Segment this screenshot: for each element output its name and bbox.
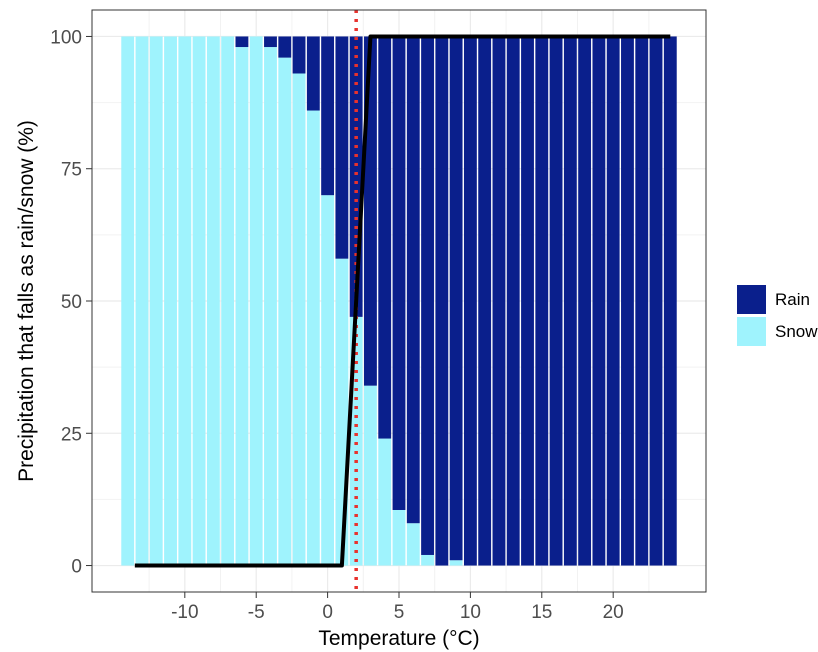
y-tick-label: 50	[61, 292, 82, 313]
bar-rain	[449, 36, 463, 561]
bars	[121, 36, 677, 566]
y-tick-label: 0	[71, 557, 82, 578]
bar-rain	[264, 36, 277, 48]
bar-snow	[278, 57, 292, 566]
lines	[134, 10, 671, 592]
bar-rain	[421, 36, 434, 555]
bar-snow	[449, 560, 463, 566]
bar-snow	[306, 110, 320, 566]
bar-rain	[521, 36, 534, 566]
bar-snow	[392, 509, 406, 566]
bar-snow	[321, 195, 335, 566]
bar-rain	[292, 36, 306, 74]
x-tick-label: -5	[248, 602, 265, 623]
bar-rain	[321, 36, 335, 196]
bar-rain	[378, 36, 392, 439]
bar-snow	[249, 36, 263, 566]
bar-snow	[421, 554, 434, 566]
x-axis-ticks: -10 -5 0 5 10 15 20	[171, 592, 624, 623]
bar-snow	[192, 36, 206, 566]
bar-snow	[206, 36, 220, 566]
bar-rain	[463, 36, 477, 566]
bar-rain	[278, 36, 292, 58]
bar-snow	[235, 47, 249, 566]
bar-snow	[221, 36, 235, 566]
bar-rain	[592, 36, 606, 566]
bar-rain	[563, 36, 577, 566]
bar-rain	[549, 36, 563, 566]
bar-snow	[406, 523, 420, 566]
bar-rain	[506, 36, 520, 566]
bar-snow	[335, 258, 349, 566]
x-tick-label: 5	[394, 602, 405, 623]
bar-snow	[264, 47, 277, 566]
bar-rain	[578, 36, 592, 566]
bar-snow	[364, 385, 377, 566]
y-tick-label: 75	[61, 160, 82, 181]
legend: Rain Snow	[737, 285, 818, 346]
x-tick-label: 15	[531, 602, 552, 623]
bar-snow	[149, 36, 163, 566]
bar-rain	[435, 36, 449, 566]
bar-rain	[306, 36, 320, 111]
bar-rain	[606, 36, 620, 566]
bar-rain	[621, 36, 634, 566]
y-tick-label: 25	[61, 424, 82, 445]
bar-snow	[135, 36, 149, 566]
bar-rain	[635, 36, 649, 566]
x-tick-label: 20	[603, 602, 624, 623]
legend-key-snow	[737, 317, 766, 346]
legend-label-rain: Rain	[775, 290, 810, 309]
bar-rain	[335, 36, 349, 259]
bar-rain	[406, 36, 420, 524]
x-tick-label: -10	[171, 602, 198, 623]
y-axis-title: Precipitation that falls as rain/snow (%…	[15, 120, 38, 482]
legend-label-snow: Snow	[775, 322, 818, 341]
bar-rain	[392, 36, 406, 510]
x-axis-title: Temperature (°C)	[318, 627, 479, 650]
bar-snow	[292, 73, 306, 566]
bar-snow	[178, 36, 192, 566]
y-axis-ticks: 0 25 50 75 100	[50, 27, 92, 578]
legend-key-rain	[737, 285, 766, 314]
bar-rain	[235, 36, 249, 48]
bar-rain	[663, 36, 677, 566]
x-tick-label: 10	[460, 602, 481, 623]
y-tick-label: 100	[50, 27, 82, 48]
bar-snow	[378, 438, 392, 566]
x-tick-label: 0	[322, 602, 333, 623]
bar-rain	[492, 36, 506, 566]
bar-rain	[649, 36, 663, 566]
bar-rain	[535, 36, 549, 566]
bar-rain	[478, 36, 492, 566]
threshold-line	[134, 34, 671, 568]
bar-snow	[121, 36, 135, 566]
bar-snow	[164, 36, 177, 566]
